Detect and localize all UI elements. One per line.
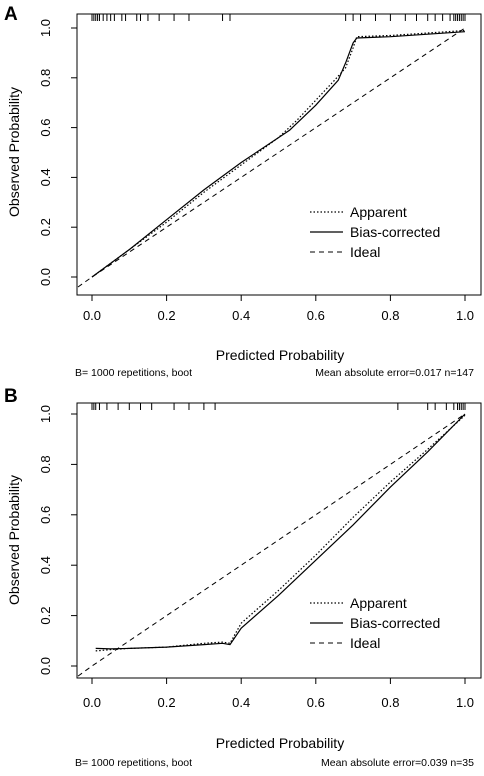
footer-left: B= 1000 repetitions, boot — [75, 367, 192, 379]
legend-label: Bias-corrected — [350, 615, 440, 631]
y-tick-label: 0.2 — [38, 607, 53, 625]
plot-frame — [76, 13, 482, 296]
series-bias-corrected — [95, 413, 466, 650]
x-tick-label: 0.2 — [158, 308, 176, 323]
legend-label: Apparent — [350, 595, 407, 611]
legend-label: Bias-corrected — [350, 224, 440, 240]
footer-left: B= 1000 repetitions, boot — [75, 757, 192, 769]
y-axis-title: Observed Probability — [6, 475, 22, 605]
legend: Apparent Bias-corrected Ideal — [310, 204, 440, 260]
x-ticks: 0.0 0.2 0.4 0.6 0.8 1.0 — [83, 295, 474, 323]
x-tick-label: 0.0 — [83, 308, 101, 323]
y-tick-label: 0.4 — [38, 168, 53, 186]
y-tick-label: 0.4 — [38, 556, 53, 574]
plot-frame — [76, 402, 482, 679]
y-tick-label: 0.0 — [38, 657, 53, 675]
rug-marks — [91, 14, 466, 21]
series-group — [77, 413, 466, 677]
x-tick-label: 0.4 — [232, 695, 250, 710]
series-bias-corrected — [91, 31, 466, 278]
x-axis-title: Predicted Probability — [216, 347, 344, 363]
y-tick-label: 0.8 — [38, 69, 53, 87]
x-tick-label: 0.8 — [381, 308, 399, 323]
y-tick-label: 0.8 — [38, 455, 53, 473]
legend-label: Apparent — [350, 204, 407, 220]
panel-a-label: A — [4, 4, 18, 25]
x-axis-title: Predicted Probability — [216, 735, 344, 751]
series-ideal — [77, 27, 466, 288]
panel-a: A 0.0 0.2 0.4 0.6 0.8 1.0 0.00.20.40.60.81.0 … — [4, 4, 482, 379]
y-tick-label: 0.6 — [38, 119, 53, 137]
x-tick-label: 0.2 — [158, 695, 176, 710]
series-apparent — [91, 29, 466, 278]
legend: Apparent Bias-corrected Ideal — [310, 595, 440, 651]
y-tick-label: 0.2 — [38, 218, 53, 236]
x-tick-label: 0.0 — [83, 695, 101, 710]
legend-label: Ideal — [350, 635, 380, 651]
y-tick-label: 0.0 — [38, 268, 53, 286]
x-tick-label: 0.8 — [381, 695, 399, 710]
y-tick-label: 1.0 — [38, 405, 53, 423]
series-group — [77, 27, 466, 288]
x-tick-label: 0.4 — [232, 308, 250, 323]
panel-b-label: B — [4, 386, 18, 407]
y-ticks: 0.0 0.2 0.4 0.6 0.8 1.0 — [38, 19, 77, 286]
footer-right: Mean absolute error=0.039 n=35 — [321, 757, 474, 769]
y-tick-label: 1.0 — [38, 19, 53, 37]
x-ticks: 0.0 0.2 0.4 0.6 0.8 1.0 — [83, 678, 474, 710]
y-tick-label: 0.6 — [38, 506, 53, 524]
x-tick-label: 1.0 — [456, 695, 474, 710]
legend-label: Ideal — [350, 244, 380, 260]
y-axis-title: Observed Probability — [6, 87, 22, 217]
footer-right: Mean absolute error=0.017 n=147 — [315, 367, 474, 379]
y-ticks: 0.0 0.2 0.4 0.6 0.8 1.0 — [38, 405, 77, 675]
x-tick-label: 0.6 — [307, 308, 325, 323]
rug-marks — [91, 403, 466, 410]
x-tick-label: 0.6 — [307, 695, 325, 710]
series-ideal — [77, 413, 466, 677]
x-tick-label: 1.0 — [456, 308, 474, 323]
panel-b: B 0.0 0.2 0.4 0.6 0.8 1.0 0.00.20.40.60.81.0 … — [4, 386, 482, 769]
